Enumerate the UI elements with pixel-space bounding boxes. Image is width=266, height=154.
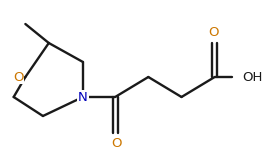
Text: N: N: [78, 91, 88, 103]
Text: O: O: [209, 26, 219, 39]
Text: O: O: [111, 137, 121, 150]
Text: O: O: [13, 71, 23, 83]
Text: OH: OH: [242, 71, 262, 83]
